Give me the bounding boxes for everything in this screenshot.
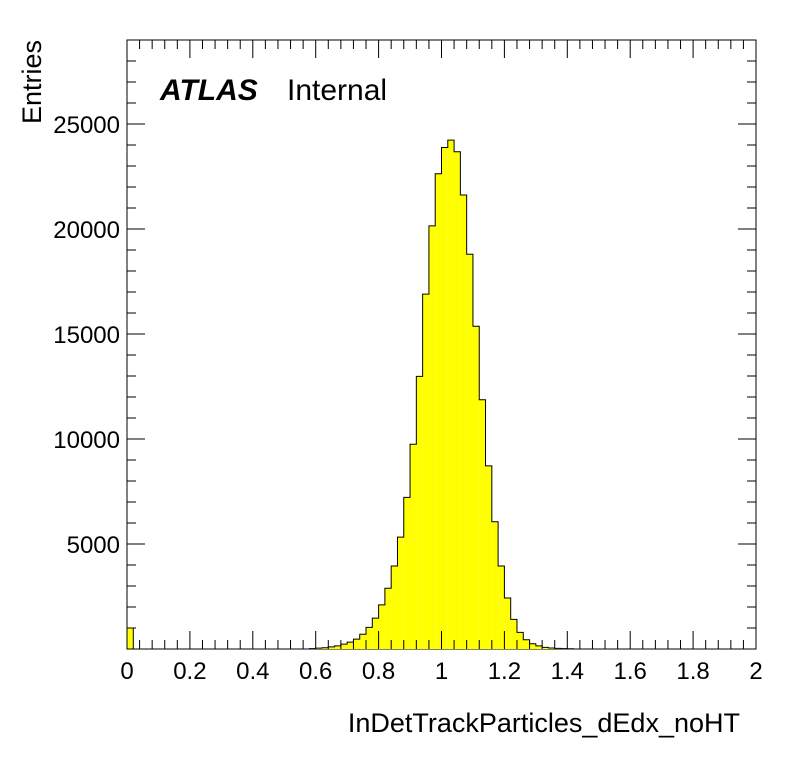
histogram-bar [397, 537, 404, 649]
histogram-bar [548, 647, 555, 649]
histogram-bar [466, 254, 473, 649]
histogram-bar [523, 639, 530, 649]
x-tick-label: 0.4 [236, 658, 269, 685]
y-tick-label: 20000 [53, 217, 120, 244]
x-tick-label: 0.6 [299, 658, 332, 685]
histogram-bar [416, 376, 423, 649]
x-tick-label: 1 [435, 658, 448, 685]
y-axis-title: Entries [17, 40, 47, 124]
x-tick-label: 1.8 [676, 658, 709, 685]
x-tick-label: 1.6 [614, 658, 647, 685]
histogram-bar [410, 444, 417, 649]
histogram-bar [422, 294, 429, 649]
x-tick-label: 1.4 [551, 658, 584, 685]
histogram-bar [510, 619, 517, 649]
atlas-status-label: Internal [287, 74, 387, 107]
histogram-outline [126, 139, 756, 650]
histogram-bar [535, 645, 543, 649]
histogram-bar [428, 225, 436, 649]
histogram-bar [454, 151, 461, 649]
histogram-bar [321, 647, 329, 649]
histogram-bar [334, 645, 341, 649]
histogram-bar [372, 618, 379, 649]
x-tick-label: 0.2 [173, 658, 206, 685]
histogram-bar [516, 632, 524, 649]
y-tick-label: 5000 [67, 532, 120, 559]
histogram-bar [347, 642, 354, 649]
x-axis-title: InDetTrackParticles_dEdx_noHT [348, 708, 740, 738]
histogram-bar [498, 566, 505, 649]
axis-ticks [126, 39, 757, 650]
histogram-bar [504, 597, 511, 649]
histogram-bar [378, 604, 385, 649]
y-tick-label: 15000 [53, 322, 120, 349]
histogram-bar [460, 194, 467, 650]
histogram-bar [366, 627, 373, 649]
histogram-bar [384, 588, 392, 649]
histogram-bar [403, 497, 411, 649]
histogram-bar [328, 646, 335, 649]
histogram-bar [479, 399, 486, 649]
histogram-bar [485, 465, 492, 649]
x-tick-label: 0 [120, 658, 133, 685]
histogram-bar [340, 644, 348, 649]
histogram-bar [127, 628, 134, 649]
histogram-bar [391, 566, 398, 649]
tick-labels: 0 0.2 0.4 0.6 0.8 1 1.2 1.4 1.6 1.8 25000100001500… [53, 112, 762, 685]
x-tick-label: 2 [749, 658, 762, 685]
y-tick-label: 10000 [53, 427, 120, 454]
histogram-bar [542, 647, 549, 649]
histogram-bar [441, 147, 448, 649]
histogram-bar [353, 639, 360, 649]
y-tick-label: 25000 [53, 112, 120, 139]
histogram-bar [491, 521, 499, 649]
x-tick-label: 1.2 [488, 658, 521, 685]
atlas-brand-label: ATLAS [159, 74, 258, 107]
histogram-bar [435, 173, 442, 649]
histogram-bar [529, 643, 536, 649]
x-tick-label: 0.8 [362, 658, 395, 685]
histogram-bars [126, 139, 756, 650]
histogram-bar [472, 326, 480, 649]
histogram-bar [447, 140, 455, 650]
histogram-bar [359, 634, 367, 649]
